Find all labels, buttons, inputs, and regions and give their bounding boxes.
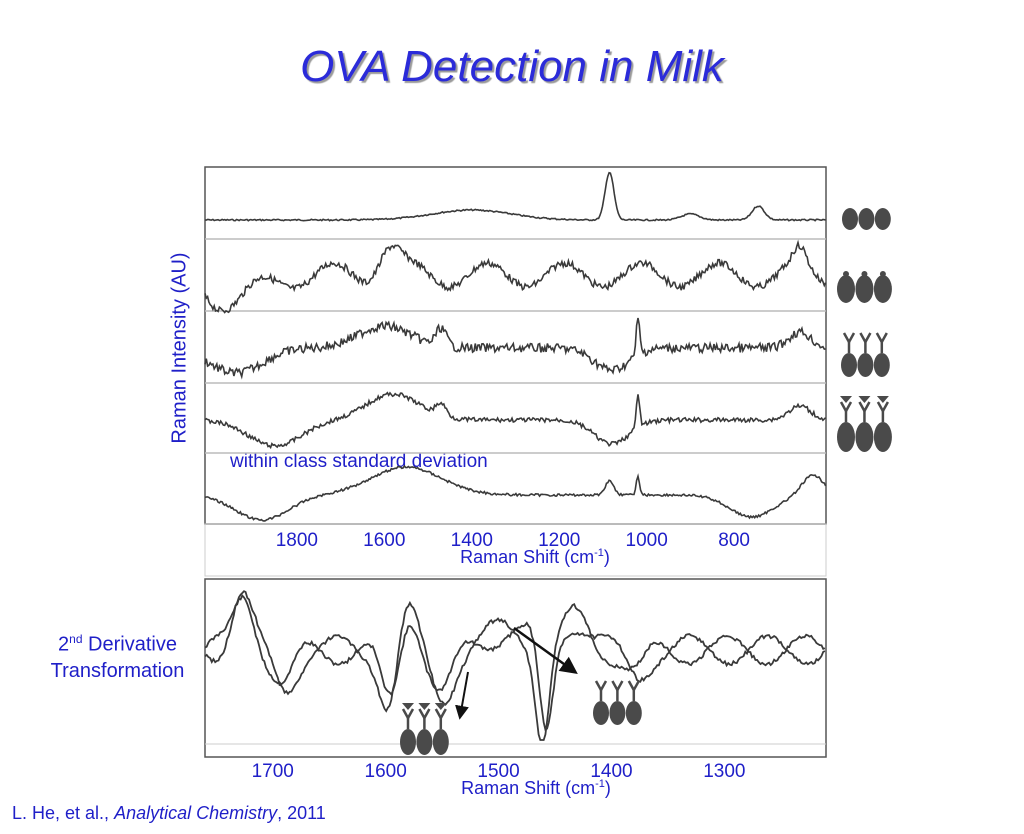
citation-year: , 2011 xyxy=(277,803,326,823)
derivative-number: 2 xyxy=(58,633,70,656)
top-tick-label: 1400 xyxy=(451,530,493,551)
spectrum-trace-4 xyxy=(204,391,827,450)
top-tick-label: 1600 xyxy=(363,530,405,551)
bottom-tick-label: 1600 xyxy=(365,761,407,782)
bottom-plot-frame xyxy=(204,578,827,758)
beads-icon xyxy=(842,208,891,230)
top-tick-label: 800 xyxy=(718,530,750,551)
spectrum-trace-5 xyxy=(204,464,827,522)
top-dividers xyxy=(205,238,826,454)
top-tick-labels: 1800 1600 1400 1200 1000 800 xyxy=(276,530,750,551)
beads-antibody-icon xyxy=(841,332,890,377)
arrow-to-antibody xyxy=(513,626,578,675)
top-tick-label: 1000 xyxy=(626,530,668,551)
bottom-beads-antibody-icon xyxy=(593,680,642,725)
bottom-traces xyxy=(204,590,826,741)
top-x-axis-label: Raman Shift (cm-1) xyxy=(460,547,610,567)
citation-authors: L. He, et al., xyxy=(12,803,115,823)
derivative-label: 2nd Derivative Transformation xyxy=(30,626,205,684)
derivative-trace-1 xyxy=(204,594,826,732)
arrow-to-ova xyxy=(455,671,469,720)
spectrum-trace-2 xyxy=(204,239,827,314)
bottom-tick-labels: 1700 1600 1400 1500 1300 xyxy=(252,761,746,782)
top-tick-label: 1200 xyxy=(538,530,580,551)
beads-dot-icon xyxy=(837,271,892,303)
bottom-tick-label: 1400 xyxy=(590,761,632,782)
bottom-tick-label: 1300 xyxy=(703,761,745,782)
top-axis-band xyxy=(204,523,827,577)
annotation-text: within class standard deviation xyxy=(230,451,488,472)
bottom-beads-antibody-ova-icon xyxy=(400,703,449,755)
bottom-tick-label: 1500 xyxy=(477,761,519,782)
citation: L. He, et al., Analytical Chemistry, 201… xyxy=(12,803,326,824)
bead-icons xyxy=(400,208,892,755)
derivative-line2: Transformation xyxy=(50,659,185,682)
slide-title: OVA Detection in Milk xyxy=(300,42,724,91)
derivative-sup: nd xyxy=(69,632,83,646)
spectrum-trace-1 xyxy=(204,171,826,222)
citation-journal: Analytical Chemistry xyxy=(114,803,278,823)
bottom-tick-label: 1700 xyxy=(252,761,294,782)
beads-antibody-ova-icon xyxy=(837,396,892,452)
derivative-word: Derivative xyxy=(82,633,177,656)
top-tick-label: 1800 xyxy=(276,530,318,551)
top-traces xyxy=(204,171,827,522)
bottom-x-axis-label: Raman Shift (cm-1) xyxy=(461,778,611,798)
derivative-trace-2 xyxy=(204,590,826,741)
spectrum-trace-3 xyxy=(204,317,826,380)
